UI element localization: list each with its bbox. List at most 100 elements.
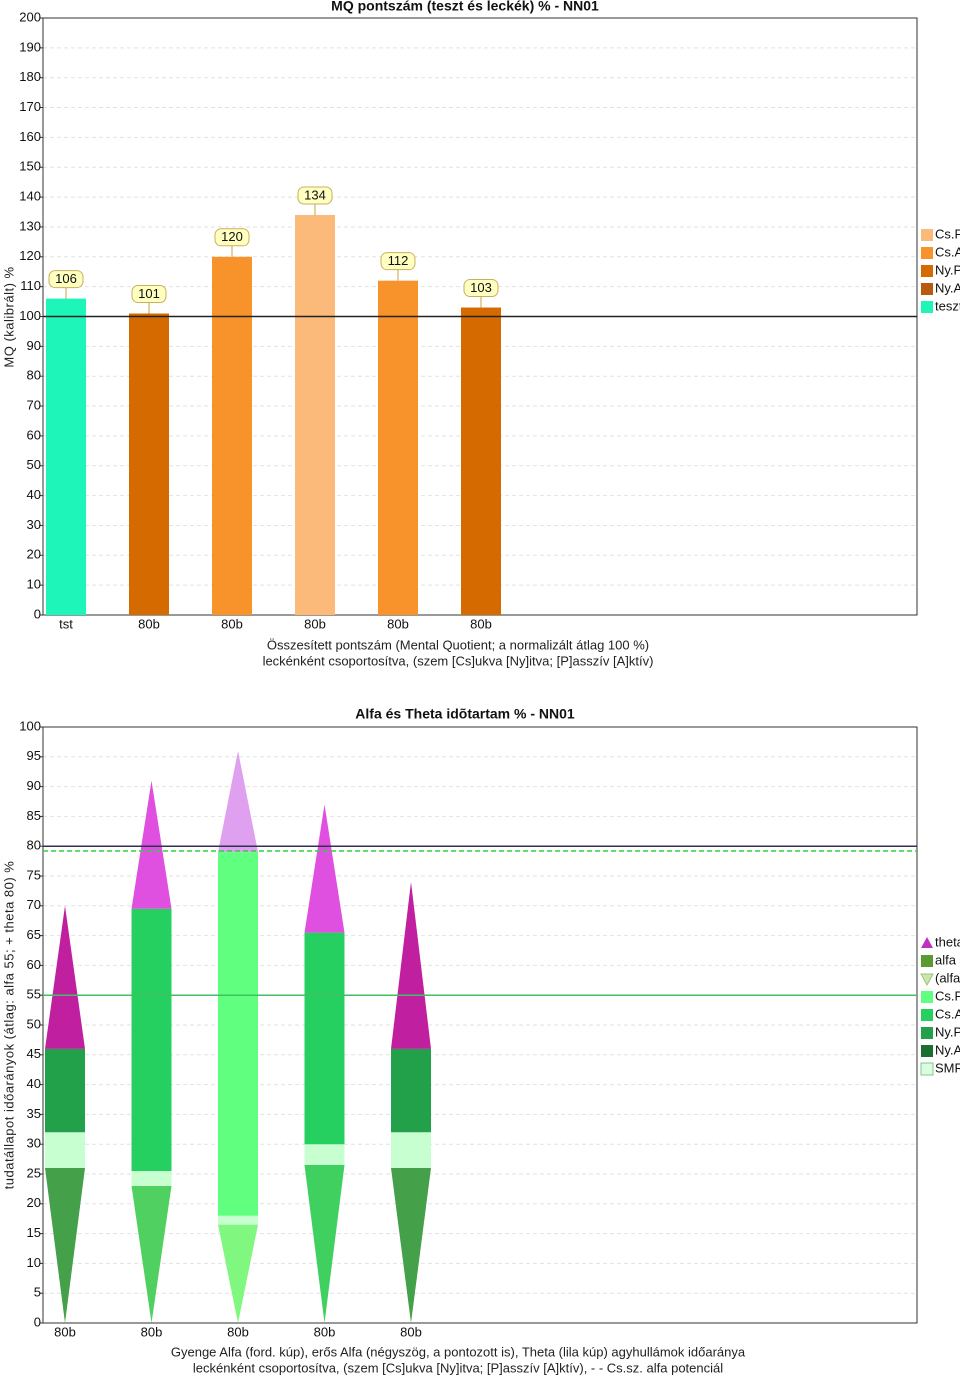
- bar: [46, 298, 86, 615]
- segment-cone-up: [391, 881, 431, 1049]
- segment-cone-down: [45, 1168, 85, 1323]
- bar: [461, 307, 501, 615]
- y-tick-label: 60: [27, 427, 41, 442]
- y-tick-label: 160: [19, 129, 41, 144]
- legend-marker: [920, 1062, 934, 1076]
- value-label: 134: [304, 187, 326, 202]
- segment-rect: [391, 1132, 431, 1169]
- x-tick-label: 80b: [387, 616, 409, 631]
- value-label-box: [380, 252, 416, 271]
- y-tick-label: 170: [19, 99, 41, 114]
- y-tick-label: 45: [27, 1046, 41, 1061]
- y-tick-label: 110: [20, 278, 41, 293]
- x-tick-label: 80b: [470, 616, 492, 631]
- segment-rect: [304, 1144, 345, 1166]
- legend-label: Ny.P: [935, 1024, 960, 1039]
- y-tick-label: 30: [27, 517, 41, 532]
- legend-label: Cs.P: [935, 226, 960, 241]
- legend-marker: [921, 247, 933, 259]
- y-axis-label: MQ (kalibrált) %: [1, 266, 16, 367]
- y-axis-label: tudatállapot időarányok (átlag: alfa 55;…: [1, 861, 16, 1190]
- x-tick-label: tst: [59, 616, 73, 631]
- value-label: 103: [470, 280, 492, 295]
- x-axis-label: Összesített pontszám (Mental Quotient; a…: [267, 637, 649, 652]
- x-axis-label: Gyenge Alfa (ford. kúp), erős Alfa (négy…: [171, 1344, 746, 1359]
- legend-label: (alfa): [935, 970, 960, 985]
- y-tick-label: 90: [27, 338, 41, 353]
- legend-marker: [921, 301, 933, 313]
- legend-marker: [921, 1027, 933, 1039]
- legend-marker: [921, 1045, 933, 1057]
- segment-cone-up: [218, 750, 258, 853]
- value-label-box: [214, 228, 250, 247]
- segment-cone-up: [304, 804, 345, 933]
- y-tick-label: 50: [27, 1016, 41, 1031]
- y-tick-label: 20: [27, 1195, 41, 1210]
- y-tick-label: 95: [27, 748, 41, 763]
- x-tick-label: 80b: [221, 616, 243, 631]
- legend-marker: [921, 991, 933, 1003]
- y-tick-label: 65: [27, 927, 41, 942]
- legend-label: Cs.A: [935, 244, 960, 259]
- y-tick-label: 85: [27, 808, 41, 823]
- y-tick-label: 5: [34, 1285, 41, 1300]
- x-tick-label: 80b: [314, 1324, 336, 1339]
- y-tick-label: 200: [19, 9, 41, 24]
- legend-marker: [921, 229, 933, 241]
- y-tick-label: 25: [27, 1165, 41, 1180]
- legend-label: Ny.A: [935, 1042, 960, 1057]
- chart-title: MQ pontszám (teszt és leckék) % - NN01: [331, 0, 599, 14]
- bar: [212, 256, 252, 615]
- y-tick-label: 60: [27, 957, 41, 972]
- bar: [378, 280, 418, 615]
- legend-label: theta: [935, 934, 960, 949]
- legend-marker: [921, 955, 933, 967]
- y-tick-label: 10: [27, 1255, 41, 1270]
- legend-label: teszt: [935, 298, 960, 313]
- bar: [295, 215, 335, 615]
- y-tick-label: 90: [27, 778, 41, 793]
- segment-rect: [304, 932, 345, 1145]
- y-tick-label: 75: [27, 867, 41, 882]
- value-label: 112: [388, 253, 409, 268]
- x-tick-label: 80b: [400, 1324, 422, 1339]
- y-tick-label: 130: [19, 218, 41, 233]
- value-label: 101: [138, 286, 160, 301]
- segment-rect: [218, 1215, 258, 1225]
- segment-rect: [391, 1048, 431, 1133]
- x-tick-label: 80b: [54, 1324, 76, 1339]
- legend-marker: [921, 283, 933, 295]
- y-tick-label: 150: [19, 159, 41, 174]
- segment-cone-up: [131, 780, 172, 909]
- value-label: 120: [221, 229, 243, 244]
- segment-rect: [131, 1171, 172, 1186]
- plot-border: [42, 726, 918, 1324]
- y-tick-label: 100: [19, 308, 41, 323]
- x-axis-label: leckénként csoportosítva, (szem [Cs]ukva…: [263, 653, 654, 668]
- y-tick-label: 20: [27, 547, 41, 562]
- legend-label: Ny.P: [935, 262, 960, 277]
- x-tick-label: 80b: [227, 1324, 249, 1339]
- x-axis-label: leckénként csoportosítva, (szem [Cs]ukva…: [193, 1360, 723, 1375]
- segment-rect: [45, 1132, 85, 1169]
- y-tick-label: 70: [27, 897, 41, 912]
- segment-cone-down: [218, 1224, 258, 1323]
- segment-rect: [131, 908, 172, 1172]
- y-tick-label: 40: [27, 487, 41, 502]
- y-tick-label: 0: [34, 1314, 41, 1329]
- y-tick-label: 120: [19, 248, 41, 263]
- value-label-box: [297, 186, 333, 205]
- y-tick-label: 140: [19, 189, 41, 204]
- y-tick-label: 80: [27, 838, 41, 853]
- legend-label: Cs.A: [935, 1006, 960, 1021]
- x-tick-label: 80b: [138, 616, 160, 631]
- x-tick-label: 80b: [141, 1324, 163, 1339]
- segment-rect: [45, 1048, 85, 1133]
- value-label-box: [131, 285, 167, 304]
- segment-cone-down: [391, 1168, 431, 1323]
- legend-marker: [921, 937, 933, 948]
- legend-marker: [920, 973, 934, 987]
- chart-title: Alfa és Theta idõtartam % - NN01: [355, 706, 575, 722]
- bar: [129, 313, 169, 615]
